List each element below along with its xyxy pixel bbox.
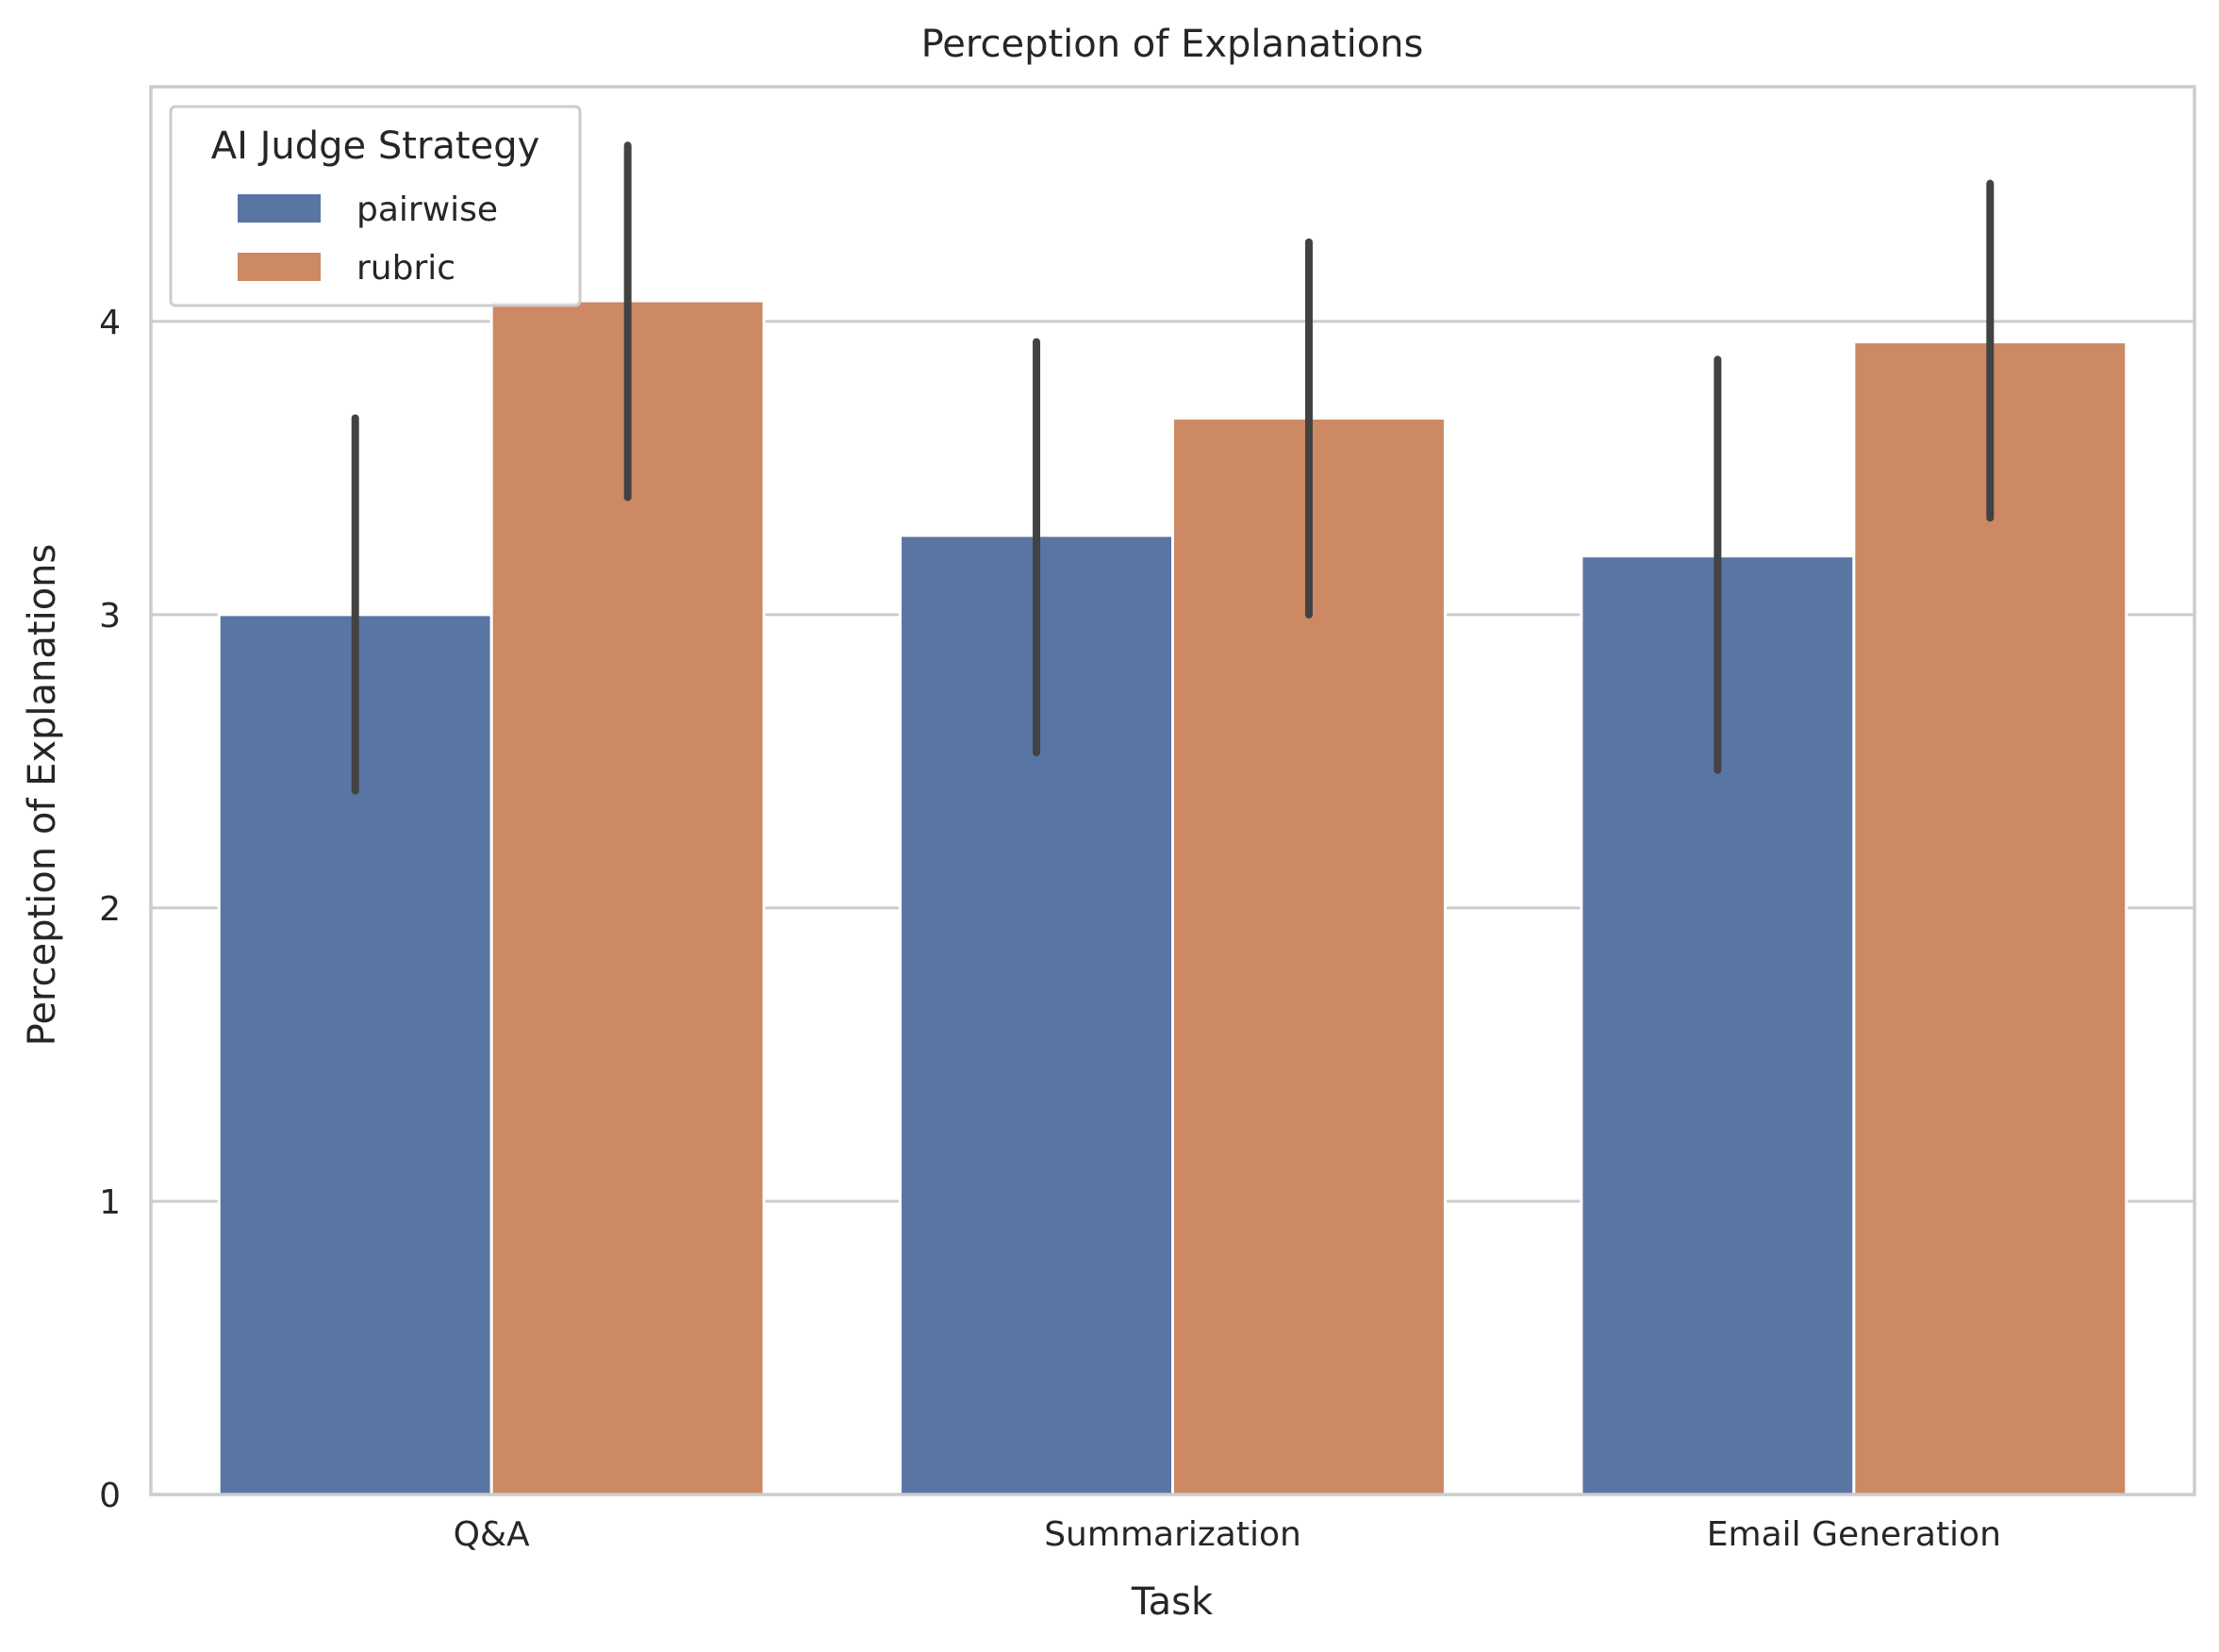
plot-frame <box>149 85 2196 1496</box>
x-tick-labels: Q&A Summarization Email Generation <box>454 1515 2001 1554</box>
legend-swatch-pairwise <box>238 194 321 223</box>
legend: AI Judge Strategy pairwise rubric <box>169 105 582 307</box>
y-axis-label: Perception of Explanations <box>21 544 64 1047</box>
x-axis-label: Task <box>1131 1580 1214 1624</box>
x-tick-label-0: Q&A <box>454 1515 530 1554</box>
bar-rubric-2 <box>1852 340 2128 1496</box>
y-tick-label-4: 4 <box>99 304 121 342</box>
y-tick-label-2: 2 <box>99 890 121 929</box>
y-tick-label-0: 0 <box>99 1477 121 1515</box>
x-tick-label-2: Email Generation <box>1707 1515 2001 1554</box>
legend-title: AI Judge Strategy <box>211 124 540 168</box>
y-tick-label-1: 1 <box>99 1183 121 1222</box>
error-bars <box>351 141 1995 795</box>
bar-rubric-1 <box>1171 416 1447 1496</box>
y-tick-label-3: 3 <box>99 597 121 636</box>
legend-label-pairwise: pairwise <box>356 190 498 229</box>
chart-title: Perception of Explanations <box>921 23 1424 66</box>
y-tick-labels: 0 1 2 3 4 <box>99 304 121 1515</box>
x-tick-label-1: Summarization <box>1044 1515 1301 1554</box>
legend-label-rubric: rubric <box>356 249 455 288</box>
legend-swatch-rubric <box>238 253 321 281</box>
